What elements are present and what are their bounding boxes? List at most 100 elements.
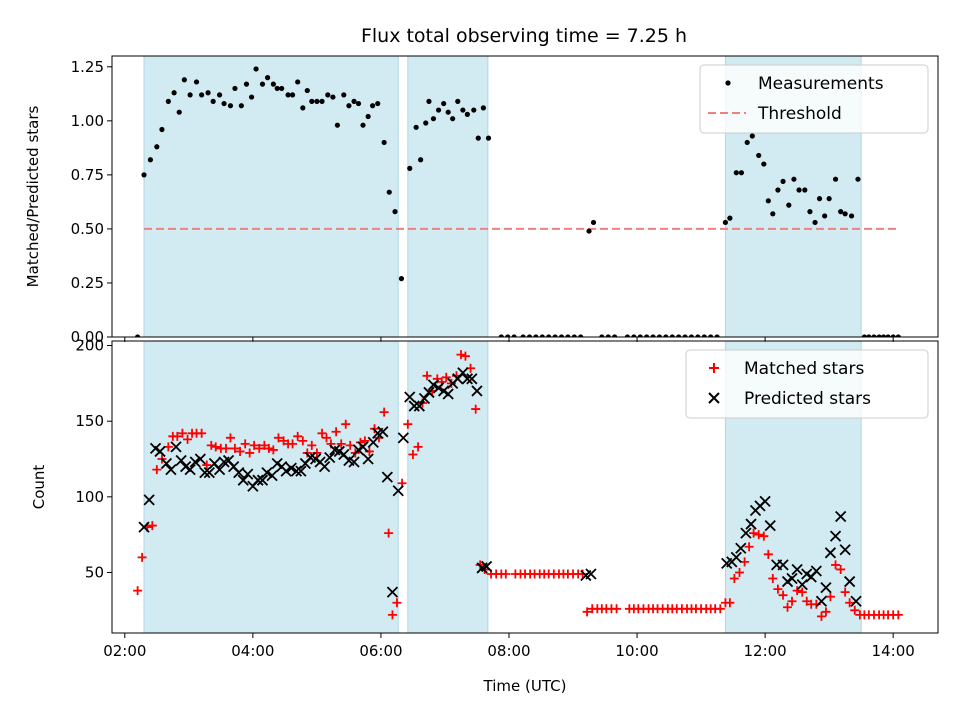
predicted-point [839,544,851,556]
measurement-point [571,334,577,337]
measurement-point [832,176,839,182]
matched-point [322,433,332,443]
measurement-point [289,92,296,98]
matched-point [341,419,351,429]
measurement-point [838,209,844,215]
legend-label: Predicted stars [744,389,871,409]
measurement-point [199,92,205,98]
measurement-point [866,334,872,337]
measurement-point [565,334,571,337]
matched-point [137,552,147,562]
matched-point [759,531,769,541]
measurement-point [141,172,147,178]
measurement-point [360,122,366,128]
measurement-point [682,334,688,337]
matched-point [177,428,187,438]
measurement-point [770,211,776,217]
series-predicted-stars [138,367,862,607]
axes-frame [111,55,939,338]
chart-title: Flux total observing time = 7.25 h [361,25,687,47]
legend-label: Threshold [757,104,842,124]
shaded-interval-1 [407,341,489,633]
matched-point [230,443,240,453]
measurement-point [733,170,739,176]
predicted-point [740,527,752,539]
predicted-point [261,466,273,479]
matched-point [816,611,826,621]
predicted-point [242,468,254,480]
measurement-point [259,81,266,87]
matched-point [893,610,903,620]
measurement-point [880,334,887,337]
measurement-point [216,92,223,98]
matched-point [240,439,250,449]
legend-label: Measurements [758,74,884,94]
predicted-point [233,466,245,479]
matched-point [336,439,346,449]
measurement-point [471,107,477,113]
predicted-point [759,495,771,508]
predicted-point [285,462,297,474]
measurement-point [264,75,271,81]
matched-point [225,433,235,443]
measurement-point [590,219,597,226]
measurement-point [688,334,695,337]
matched-point [501,569,511,579]
measurement-point [861,334,867,337]
predicted-point [824,547,837,559]
measurement-point [826,196,832,202]
matched-point [206,440,216,450]
predicted-point [585,568,597,580]
matched-point [152,465,162,475]
measurement-point [365,113,371,120]
predicted-point [138,521,150,533]
measurement-point [812,219,818,226]
measurement-point [663,334,669,337]
matched-point [133,586,143,596]
matched-point [249,440,259,450]
measurement-point [885,334,891,337]
measurement-point [435,107,442,113]
measurement-point [822,213,828,219]
legend-label: Matched stars [744,359,864,379]
measurement-point [526,334,533,337]
y-tick-label: 1.00 [71,112,104,130]
legend-marker-predicted [708,392,720,404]
matched-point [831,560,841,570]
matched-point [735,567,745,577]
matched-point [422,371,432,381]
matched-point [763,549,773,559]
predicted-point [377,426,389,438]
predicted-point [850,595,862,607]
measurement-point [738,170,745,176]
measurement-point [351,98,357,104]
predicted-point [815,595,828,607]
x-tick-label: 12:00 [743,642,786,660]
predicted-point [835,510,847,523]
predicted-point [829,530,842,542]
measurement-point [450,116,456,122]
matched-point [197,428,207,438]
matched-point [147,521,157,531]
measurement-point [418,157,424,163]
measurement-point [295,79,301,85]
measurement-point [624,334,631,337]
measurement-point [505,334,511,337]
predicted-point [213,463,226,476]
matched-point [768,574,778,584]
y-tick-label: 0.75 [71,166,104,184]
measurement-point [796,187,802,193]
predicted-point [810,565,822,577]
predicted-point [844,575,856,588]
measurement-point [381,139,387,146]
measurement-point [176,109,182,115]
predicted-point [408,400,420,412]
measurement-point [749,133,755,139]
measurement-point [253,66,259,72]
legend-marker-matched [709,363,719,373]
measurement-point [586,228,592,234]
measurement-point [445,109,451,115]
matched-point [273,433,283,443]
matched-point [392,598,402,608]
matched-point [821,607,831,617]
